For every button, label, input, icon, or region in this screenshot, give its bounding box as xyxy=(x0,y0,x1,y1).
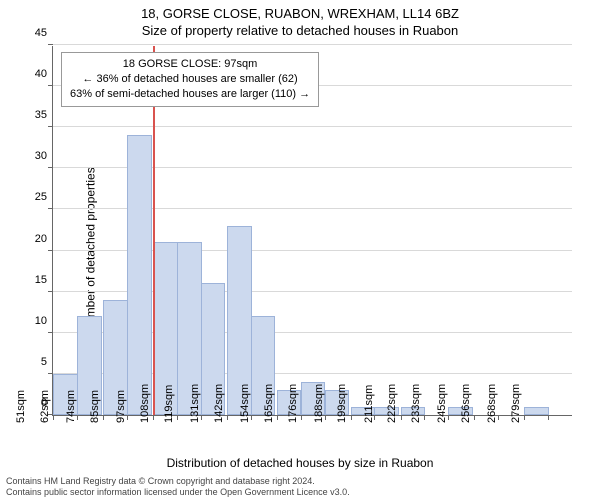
x-tick-label: 222sqm xyxy=(386,384,398,423)
y-tick-mark xyxy=(48,291,53,292)
x-tick-label: 233sqm xyxy=(410,384,422,423)
footer-attribution: Contains HM Land Registry data © Crown c… xyxy=(6,476,350,498)
title-line-1: 18, GORSE CLOSE, RUABON, WREXHAM, LL14 6… xyxy=(0,6,600,21)
x-tick-mark xyxy=(524,415,525,420)
grid-line xyxy=(53,126,572,127)
x-tick-label: 256sqm xyxy=(460,384,472,423)
y-tick-mark xyxy=(48,167,53,168)
y-tick-mark xyxy=(48,208,53,209)
y-tick-label: 45 xyxy=(35,27,53,39)
x-tick-label: 97sqm xyxy=(115,390,127,423)
x-tick-label: 74sqm xyxy=(65,390,77,423)
y-tick-label: 10 xyxy=(35,315,53,327)
x-tick-label: 51sqm xyxy=(15,390,27,423)
y-tick-label: 35 xyxy=(35,109,53,121)
y-tick-mark xyxy=(48,126,53,127)
x-tick-label: 85sqm xyxy=(89,390,101,423)
x-tick-label: 108sqm xyxy=(139,384,151,423)
annotation-line: 63% of semi-detached houses are larger (… xyxy=(70,87,310,102)
x-tick-label: 119sqm xyxy=(163,385,175,423)
x-tick-label: 165sqm xyxy=(263,384,275,423)
x-tick-mark xyxy=(277,415,278,420)
histogram-bar xyxy=(524,407,549,415)
x-tick-mark xyxy=(153,415,154,420)
x-tick-mark xyxy=(351,415,352,420)
x-tick-label: 142sqm xyxy=(213,384,225,423)
x-tick-mark xyxy=(301,415,302,420)
x-tick-label: 154sqm xyxy=(239,384,251,423)
chart-title-block: 18, GORSE CLOSE, RUABON, WREXHAM, LL14 6… xyxy=(0,0,600,38)
x-tick-label: 211sqm xyxy=(363,385,375,423)
y-tick-mark xyxy=(48,250,53,251)
x-axis-label: Distribution of detached houses by size … xyxy=(0,456,600,470)
x-tick-label: 188sqm xyxy=(313,384,325,423)
x-tick-label: 199sqm xyxy=(336,384,348,423)
y-tick-label: 25 xyxy=(35,191,53,203)
y-tick-label: 40 xyxy=(35,68,53,80)
y-tick-mark xyxy=(48,44,53,45)
annotation-line: 18 GORSE CLOSE: 97sqm xyxy=(70,57,310,72)
x-tick-mark xyxy=(401,415,402,420)
x-tick-label: 279sqm xyxy=(510,384,522,423)
x-tick-mark xyxy=(103,415,104,420)
y-tick-label: 5 xyxy=(41,356,53,368)
x-tick-mark xyxy=(227,415,228,420)
x-tick-label: 268sqm xyxy=(486,384,498,423)
y-tick-label: 30 xyxy=(35,150,53,162)
x-tick-label: 245sqm xyxy=(436,384,448,423)
footer-line-1: Contains HM Land Registry data © Crown c… xyxy=(6,476,350,487)
x-tick-mark xyxy=(424,415,425,420)
histogram-bar xyxy=(127,135,152,415)
grid-line xyxy=(53,44,572,45)
x-tick-mark xyxy=(77,415,78,420)
x-tick-mark xyxy=(474,415,475,420)
x-tick-label: 176sqm xyxy=(287,384,299,423)
x-tick-label: 131sqm xyxy=(189,384,201,423)
x-tick-mark xyxy=(177,415,178,420)
x-tick-mark xyxy=(53,415,54,420)
y-tick-mark xyxy=(48,332,53,333)
x-tick-label: 62sqm xyxy=(39,390,51,423)
annotation-box: 18 GORSE CLOSE: 97sqm← 36% of detached h… xyxy=(61,52,319,107)
x-tick-mark xyxy=(548,415,549,420)
y-tick-label: 20 xyxy=(35,233,53,245)
title-line-2: Size of property relative to detached ho… xyxy=(0,23,600,38)
y-tick-mark xyxy=(48,85,53,86)
annotation-line: ← 36% of detached houses are smaller (62… xyxy=(70,72,310,87)
y-tick-label: 15 xyxy=(35,274,53,286)
footer-line-2: Contains public sector information licen… xyxy=(6,487,350,498)
chart-plot-area: 05101520253035404551sqm62sqm74sqm85sqm97… xyxy=(52,46,572,416)
x-tick-mark xyxy=(448,415,449,420)
x-tick-mark xyxy=(498,415,499,420)
